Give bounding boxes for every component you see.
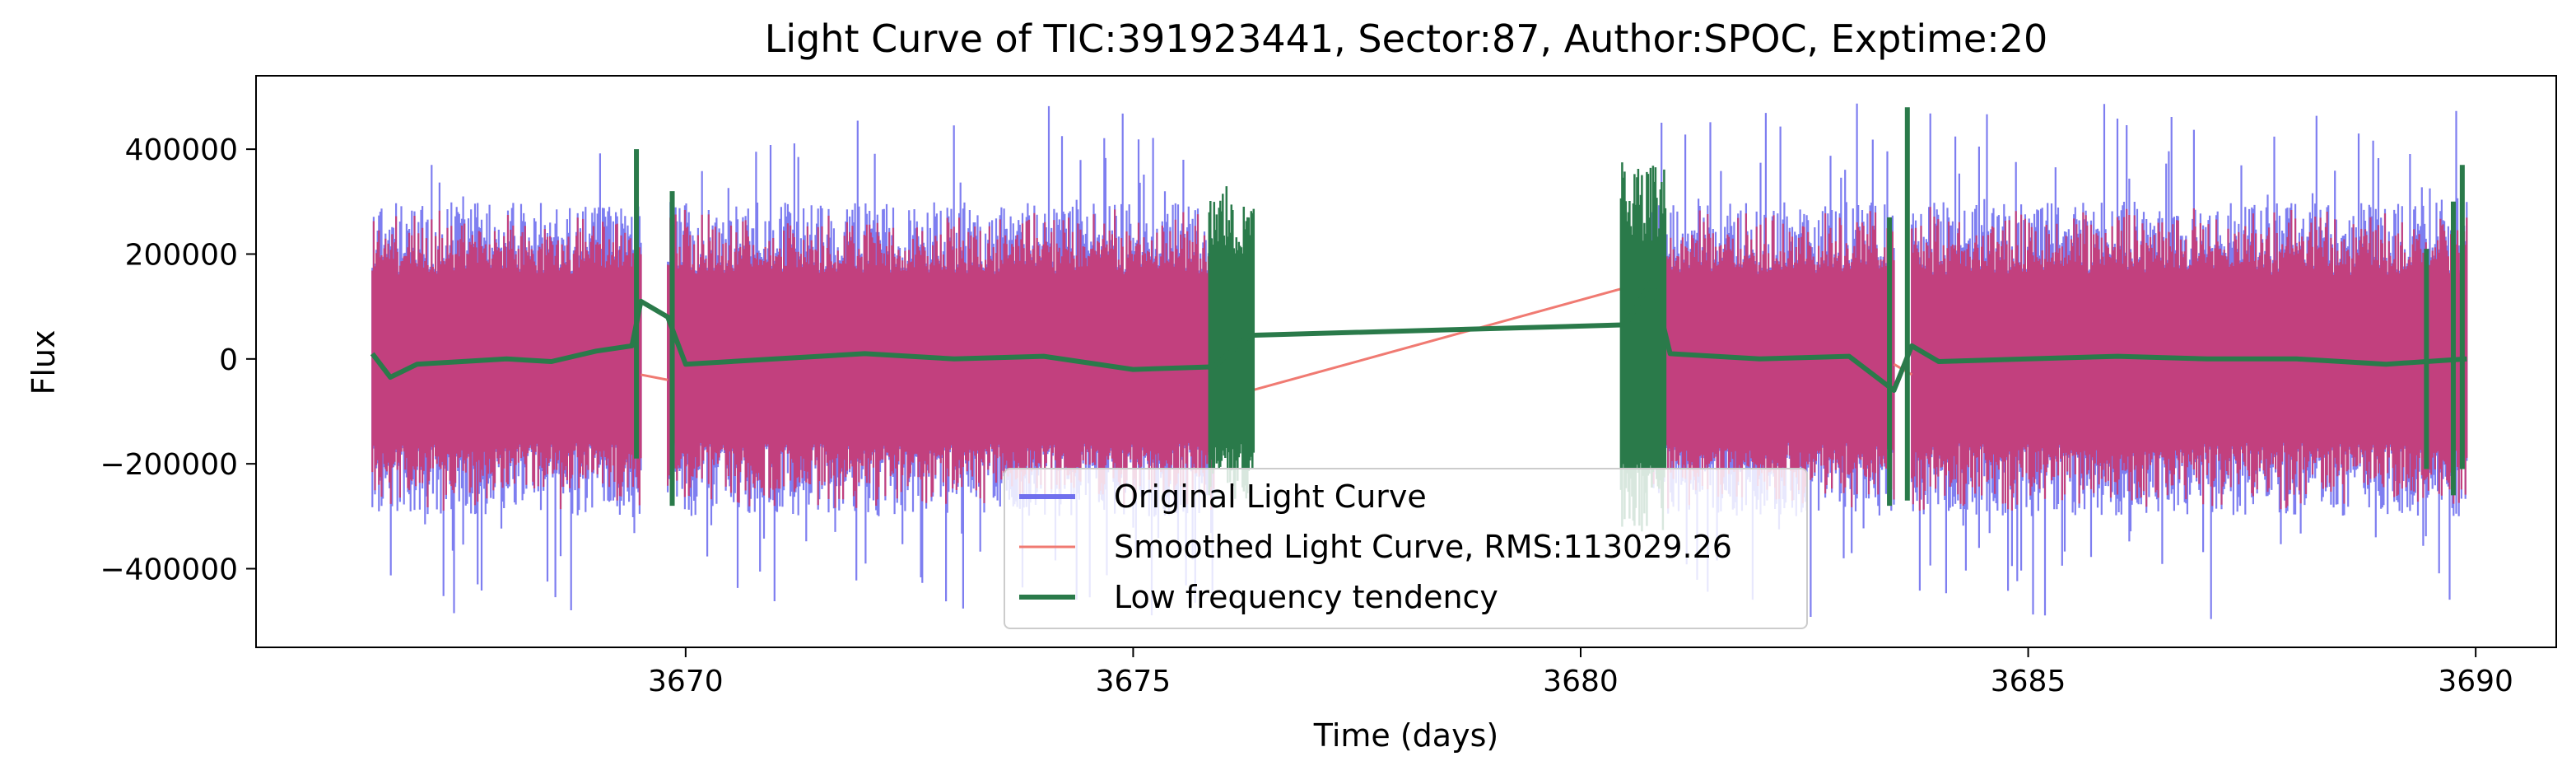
smoothed-segment-4 bbox=[1911, 207, 2468, 511]
legend: Original Light Curve Smoothed Light Curv… bbox=[1004, 468, 1808, 629]
chart-title: Light Curve of TIC:391923441, Sector:87,… bbox=[765, 16, 2048, 61]
smoothed-bridge-line bbox=[1213, 278, 1653, 403]
plot-area bbox=[370, 103, 2468, 619]
smoothed-bridge-line bbox=[641, 373, 668, 381]
smoothed-segment-2 bbox=[667, 209, 1215, 510]
lowfreq-dense-cluster-1 bbox=[1208, 186, 1255, 499]
series-smoothed-light-curve bbox=[371, 207, 2468, 511]
legend-label-smoothed: Smoothed Light Curve, RMS:113029.26 bbox=[1114, 529, 1732, 565]
x-axis-ticks: 3670 3675 3680 3685 3690 bbox=[648, 647, 2513, 698]
y-axis-label: Flux bbox=[26, 330, 62, 395]
x-axis-label: Time (days) bbox=[1313, 717, 1498, 754]
y-tick-label: 0 bbox=[219, 343, 238, 377]
x-tick-label: 3670 bbox=[648, 665, 724, 698]
x-tick-label: 3690 bbox=[2438, 665, 2513, 698]
y-tick-label: 400000 bbox=[125, 133, 238, 167]
legend-label-lowfreq: Low frequency tendency bbox=[1114, 579, 1498, 615]
legend-label-original: Original Light Curve bbox=[1114, 479, 1427, 515]
x-tick-label: 3675 bbox=[1096, 665, 1172, 698]
lowfreq-dense-cluster-2 bbox=[1619, 162, 1667, 532]
y-tick-label: −400000 bbox=[100, 553, 238, 586]
y-tick-label: −200000 bbox=[100, 448, 238, 482]
axes-frame bbox=[255, 75, 2557, 648]
legend-box bbox=[1004, 468, 1808, 629]
y-tick-label: 200000 bbox=[125, 238, 238, 272]
lowfreq-line bbox=[370, 278, 2467, 393]
series-low-frequency-tendency bbox=[370, 107, 2467, 532]
x-tick-label: 3685 bbox=[1991, 665, 2066, 698]
y-axis-ticks: 400000 200000 0 −200000 −400000 bbox=[100, 133, 256, 586]
x-tick-label: 3680 bbox=[1543, 665, 1619, 698]
